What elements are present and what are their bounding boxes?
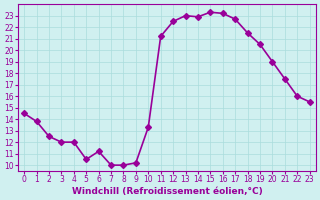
X-axis label: Windchill (Refroidissement éolien,°C): Windchill (Refroidissement éolien,°C) [72, 187, 262, 196]
